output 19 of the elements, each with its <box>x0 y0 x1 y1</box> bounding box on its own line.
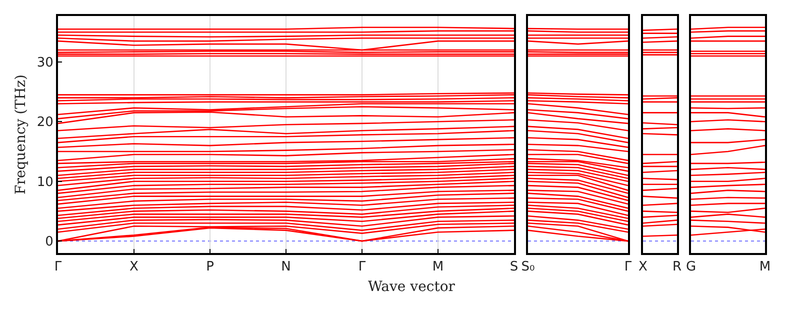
x-tick-label: X <box>638 260 648 275</box>
x-tick-label: P <box>206 260 214 275</box>
x-axis-title: Wave vector <box>368 279 456 295</box>
x-tick-label: M <box>759 260 771 275</box>
y-tick-label: 0 <box>45 234 54 250</box>
x-tick-label: Γ <box>358 260 366 275</box>
x-tick-label: R <box>672 260 682 275</box>
y-tick-label: 30 <box>36 56 54 71</box>
x-tick-label: X <box>130 260 139 275</box>
y-axis-title: Frequency (THz) <box>12 74 29 195</box>
x-tick-label: Γ <box>624 260 632 275</box>
x-tick-label: G <box>686 260 696 275</box>
x-tick-label: S <box>510 260 518 275</box>
y-tick-label: 10 <box>36 174 54 190</box>
x-tick-label: S₀ <box>521 260 535 275</box>
y-tick-label: 20 <box>36 115 54 130</box>
x-tick-label: M <box>432 260 444 275</box>
x-tick-label: N <box>281 260 291 275</box>
x-tick-label: Γ <box>54 260 62 275</box>
